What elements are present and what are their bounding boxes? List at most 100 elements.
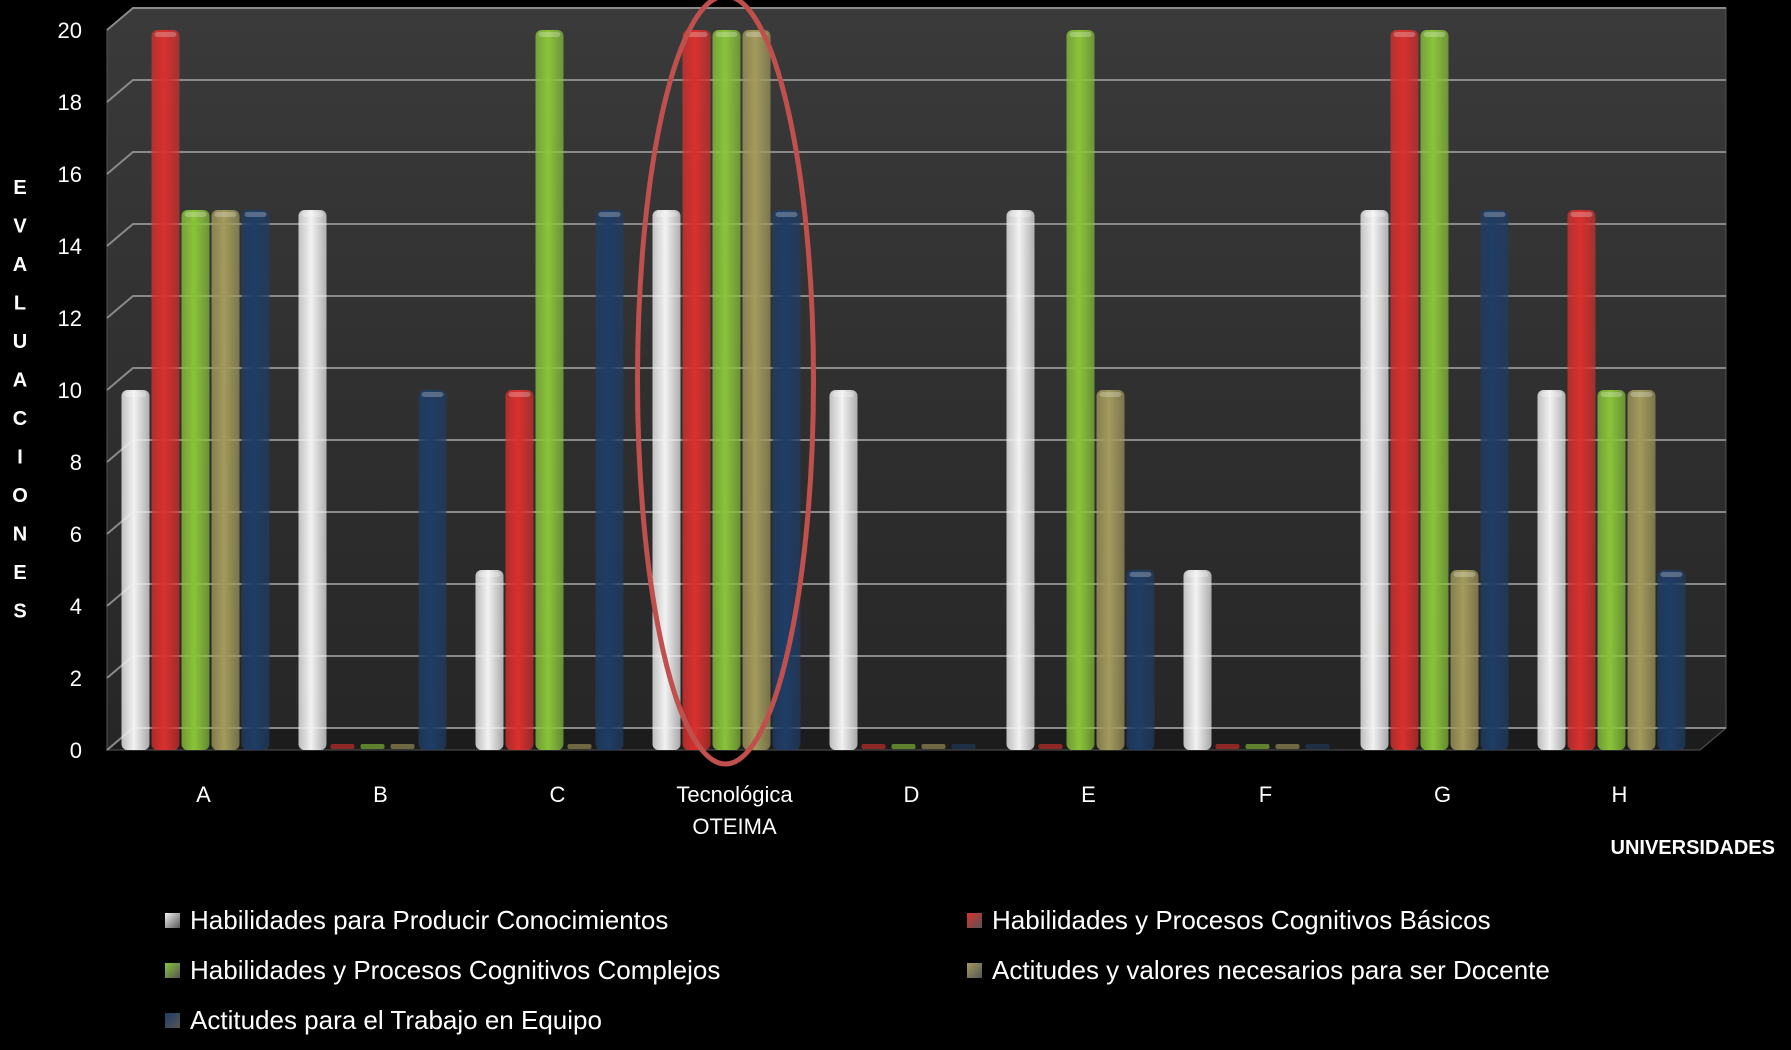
bar bbox=[121, 390, 150, 750]
legend-swatch bbox=[165, 963, 180, 978]
bar bbox=[181, 210, 210, 750]
legend-swatch bbox=[165, 913, 180, 928]
legend-item: Habilidades para Producir Conocimientos bbox=[165, 905, 668, 936]
bar bbox=[1390, 30, 1419, 750]
y-axis-label-letter: S bbox=[13, 601, 26, 623]
gridline bbox=[106, 223, 1726, 247]
bar bbox=[211, 210, 240, 750]
legend-label: Habilidades para Producir Conocimientos bbox=[190, 905, 669, 935]
x-tick-label: H bbox=[1612, 782, 1628, 807]
bar bbox=[1657, 570, 1686, 750]
bar bbox=[1006, 210, 1035, 750]
bar bbox=[1275, 744, 1300, 749]
gridline bbox=[106, 7, 1726, 31]
gridline bbox=[106, 295, 1726, 319]
bar bbox=[298, 210, 327, 750]
gridline bbox=[106, 151, 1726, 175]
highlight-ellipse bbox=[635, 0, 816, 767]
gridline bbox=[106, 79, 1726, 103]
y-axis-ticks: 0 2 4 6 8 10 12 14 16 18 20 bbox=[58, 18, 82, 763]
bar bbox=[742, 30, 771, 750]
bar bbox=[1627, 390, 1656, 750]
legend-swatch bbox=[165, 1013, 180, 1028]
bar bbox=[1567, 210, 1596, 750]
x-tick-label: C bbox=[550, 782, 566, 807]
y-axis-label-letter: A bbox=[13, 254, 27, 276]
x-tick-label: OTEIMA bbox=[692, 814, 777, 839]
y-axis-label-letter: O bbox=[12, 485, 28, 507]
y-axis-label-letter: L bbox=[14, 293, 26, 315]
bar bbox=[567, 744, 592, 749]
y-tick-label: 6 bbox=[70, 522, 82, 547]
legend-label: Habilidades y Procesos Cognitivos Comple… bbox=[190, 955, 721, 985]
y-tick-label: 18 bbox=[58, 90, 82, 115]
bar bbox=[241, 210, 270, 750]
y-tick-label: 10 bbox=[58, 378, 82, 403]
y-tick-label: 2 bbox=[70, 666, 82, 691]
bar bbox=[535, 30, 564, 750]
y-tick-label: 16 bbox=[58, 162, 82, 187]
bar bbox=[652, 210, 681, 750]
x-tick-label: E bbox=[1081, 782, 1096, 807]
bar bbox=[1597, 390, 1626, 750]
y-axis-label-letter: V bbox=[13, 216, 27, 238]
bar bbox=[829, 390, 858, 750]
legend-item: Actitudes y valores necesarios para ser … bbox=[967, 955, 1550, 986]
legend-label: Habilidades y Procesos Cognitivos Básico… bbox=[992, 905, 1491, 935]
bar bbox=[712, 30, 741, 750]
y-tick-label: 14 bbox=[58, 234, 82, 259]
x-tick-label: D bbox=[904, 782, 920, 807]
bar bbox=[1215, 744, 1240, 749]
x-tick-label: F bbox=[1259, 782, 1272, 807]
y-axis-label-letter: I bbox=[17, 447, 23, 469]
bar bbox=[1126, 570, 1155, 750]
bar bbox=[1305, 744, 1330, 749]
bar bbox=[1450, 570, 1479, 750]
y-axis-label-letter: U bbox=[13, 331, 27, 353]
y-axis-label-letter: N bbox=[13, 524, 27, 546]
legend-swatch bbox=[967, 913, 982, 928]
bar bbox=[1360, 210, 1389, 750]
legend-item: Actitudes para el Trabajo en Equipo bbox=[165, 1005, 602, 1036]
y-tick-label: 8 bbox=[70, 450, 82, 475]
bar bbox=[1038, 744, 1063, 749]
bar bbox=[861, 744, 886, 749]
bar bbox=[1420, 30, 1449, 750]
bar bbox=[1537, 390, 1566, 750]
bar bbox=[330, 744, 355, 749]
x-tick-label: Tecnológica bbox=[676, 782, 793, 807]
legend-label: Actitudes y valores necesarios para ser … bbox=[992, 955, 1550, 985]
bar bbox=[505, 390, 534, 750]
x-tick-label: A bbox=[196, 782, 211, 807]
legend-swatch bbox=[967, 963, 982, 978]
bar bbox=[1183, 570, 1212, 750]
bar bbox=[772, 210, 801, 750]
y-axis-label-letter: C bbox=[13, 408, 27, 430]
bar bbox=[1096, 390, 1125, 750]
bar bbox=[921, 744, 946, 749]
x-axis-label: UNIVERSIDADES bbox=[1611, 837, 1775, 859]
legend-item: Habilidades y Procesos Cognitivos Comple… bbox=[165, 955, 720, 986]
bar bbox=[151, 30, 180, 750]
legend-label: Actitudes para el Trabajo en Equipo bbox=[190, 1005, 602, 1035]
x-tick-label: B bbox=[373, 782, 388, 807]
y-axis-label-letter: A bbox=[13, 370, 27, 392]
bar bbox=[891, 744, 916, 749]
bar bbox=[390, 744, 415, 749]
y-tick-label: 4 bbox=[70, 594, 82, 619]
bar bbox=[682, 30, 711, 750]
bar bbox=[1066, 30, 1095, 750]
bar bbox=[1245, 744, 1270, 749]
bar bbox=[951, 744, 976, 749]
x-tick-label: G bbox=[1434, 782, 1451, 807]
bar bbox=[475, 570, 504, 750]
bar bbox=[418, 390, 447, 750]
gridline bbox=[106, 367, 1726, 391]
legend-item: Habilidades y Procesos Cognitivos Básico… bbox=[967, 905, 1491, 936]
bar bbox=[1480, 210, 1509, 750]
y-tick-label: 0 bbox=[70, 738, 82, 763]
bar bbox=[595, 210, 624, 750]
y-axis-label-letter: E bbox=[13, 562, 26, 584]
